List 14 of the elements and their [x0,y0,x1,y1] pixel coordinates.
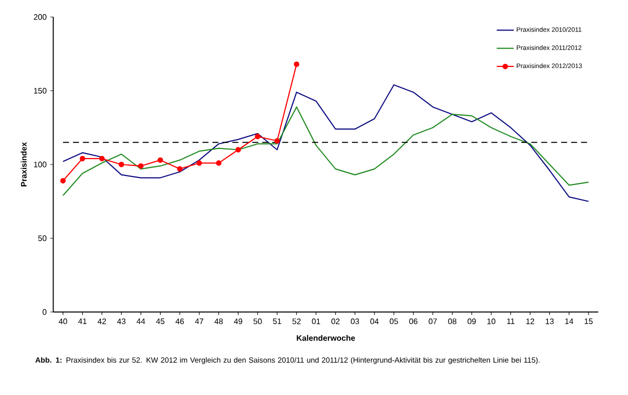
line-series [62,106,590,196]
point [138,163,144,169]
point [80,156,86,162]
point [196,160,202,166]
point [158,157,164,163]
point [274,138,280,144]
point [254,134,260,140]
point [294,61,300,67]
point [235,147,241,152]
point [99,156,105,162]
point [177,166,183,172]
point [60,178,66,184]
point [216,160,222,166]
point [118,162,124,168]
